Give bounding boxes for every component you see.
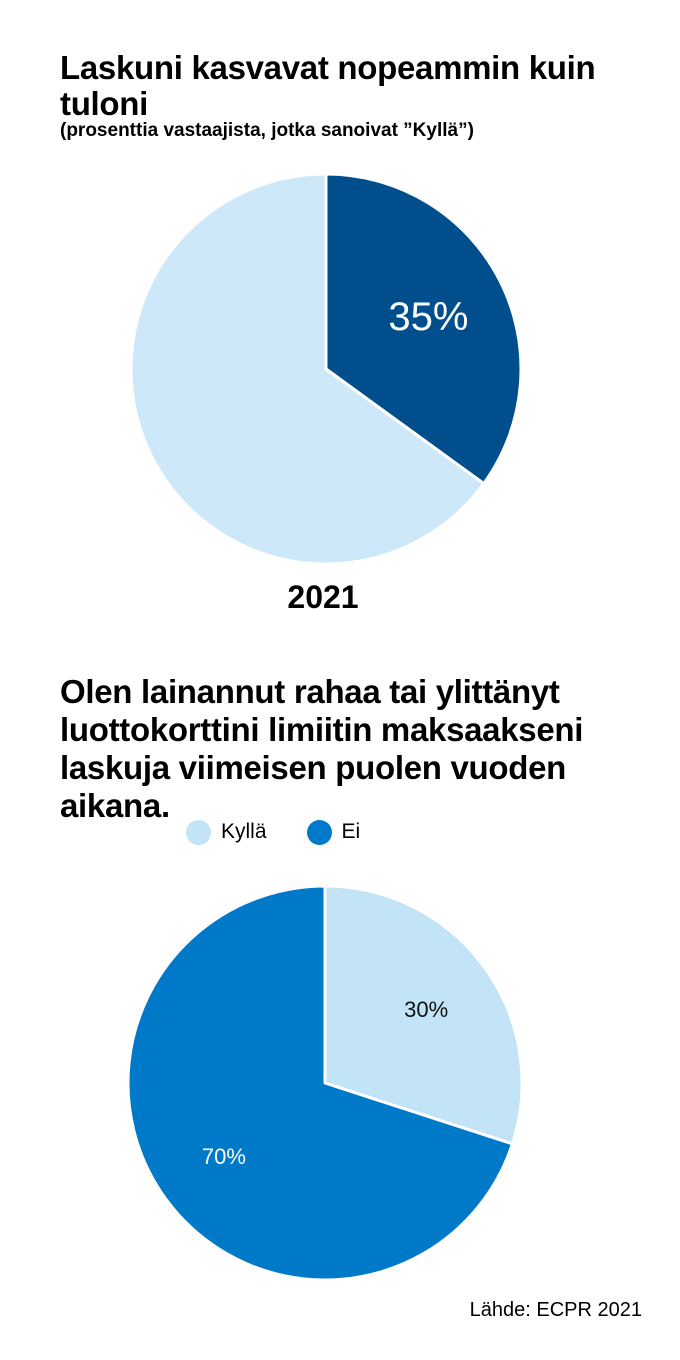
pie2-slice-1 bbox=[126, 884, 514, 1282]
pie2-slice-0-label: 30% bbox=[404, 997, 448, 1022]
legend-label-kylla: Kyllä bbox=[221, 820, 267, 843]
pie-chart-1: 35% bbox=[129, 172, 523, 566]
pie1-slice-1 bbox=[129, 172, 486, 566]
chart2-title: Olen lainannut rahaa tai ylittänyt luott… bbox=[60, 673, 584, 824]
chart2-legend: Kyllä Ei bbox=[186, 818, 360, 846]
pie-chart-2: 30% 70% bbox=[126, 884, 524, 1282]
legend-swatch-kylla bbox=[186, 819, 211, 845]
legend-label-ei: Ei bbox=[341, 820, 361, 843]
pie1-year-label: 2021 bbox=[287, 579, 358, 615]
chart1-subtitle: (prosenttia vastaajista, jotka sanoivat … bbox=[60, 120, 474, 141]
pie2-slice-0 bbox=[323, 884, 524, 1146]
source-note: Lähde: ECPR 2021 bbox=[469, 1299, 642, 1321]
chart1-title: Laskuni kasvavat nopeammin kuin tuloni bbox=[60, 49, 596, 122]
pie1-slice-0 bbox=[324, 172, 523, 486]
legend-item-kylla: Kyllä bbox=[186, 819, 267, 845]
legend-swatch-ei bbox=[306, 819, 332, 845]
legend-item-ei: Ei bbox=[306, 819, 361, 845]
pie2-slice-1-label: 70% bbox=[202, 1144, 246, 1169]
pie1-slice-0-label: 35% bbox=[388, 295, 468, 339]
